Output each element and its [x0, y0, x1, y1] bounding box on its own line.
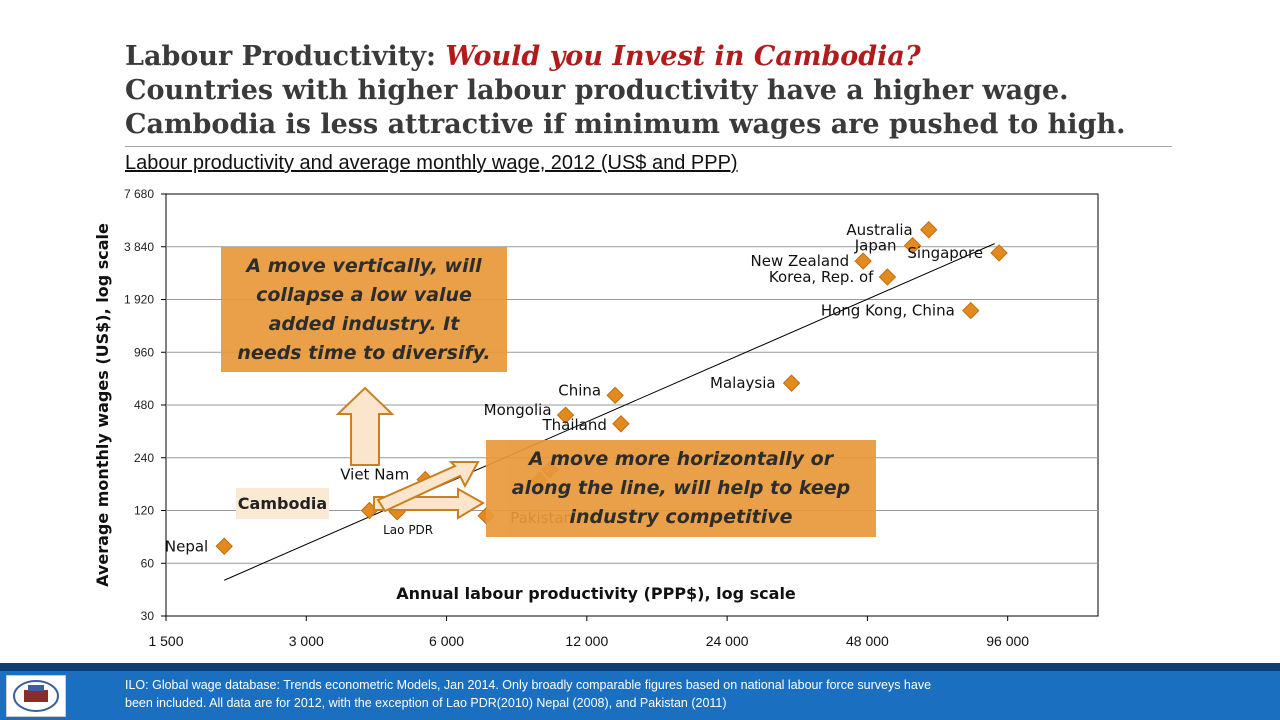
- title-line-1: Labour Productivity: Would you Invest in…: [125, 40, 1185, 74]
- y-tick-label: 240: [134, 451, 154, 465]
- data-point-marker: [606, 386, 624, 405]
- title-prefix: Labour Productivity:: [125, 41, 436, 72]
- cambodia-label: Cambodia: [236, 488, 329, 519]
- data-point-marker: [782, 374, 801, 392]
- source-note: ILO: Global wage database: Trends econom…: [125, 678, 932, 710]
- data-point-label: Viet Nam: [340, 466, 409, 484]
- title-line-3: Cambodia is less attractive if minimum w…: [125, 109, 1126, 140]
- footer-top-stripe: [0, 663, 1280, 671]
- x-tick-label: 6 000: [429, 633, 464, 649]
- data-point-label: New Zealand: [751, 252, 850, 270]
- x-tick-label: 48 000: [846, 633, 889, 649]
- footer-bar: [0, 663, 1280, 720]
- data-point-marker: [215, 537, 233, 555]
- data-point-label: Malaysia: [710, 374, 776, 392]
- y-tick-label: 7 680: [124, 187, 154, 201]
- title-highlight: Would you Invest in Cambodia?: [445, 41, 921, 72]
- title-divider: [125, 146, 1172, 147]
- diagonal-arrow-icon: [376, 461, 480, 513]
- data-point-marker: [854, 252, 872, 270]
- data-point-marker: [903, 236, 922, 255]
- data-point-label: Hong Kong, China: [821, 302, 955, 320]
- y-tick-label: 960: [134, 345, 154, 359]
- data-point-label: Korea, Rep. of: [769, 268, 874, 286]
- data-point-label: Thailand: [541, 416, 606, 434]
- callout-vertical-text: A move vertically, will collapse a low v…: [237, 254, 491, 364]
- data-point-label: Singapore: [907, 244, 983, 262]
- x-tick-label: 96 000: [986, 633, 1029, 649]
- x-tick-label: 1 500: [148, 633, 183, 649]
- data-point-label: China: [558, 381, 601, 399]
- data-point-marker: [878, 268, 897, 286]
- y-tick-label: 480: [134, 398, 154, 412]
- ilo-logo: [6, 675, 66, 717]
- chart-subtitle: Labour productivity and average monthly …: [125, 152, 738, 174]
- slide-title: Labour Productivity: Would you Invest in…: [125, 40, 1185, 142]
- up-arrow-icon: [335, 386, 395, 466]
- trendline: [224, 243, 995, 581]
- x-tick-label: 24 000: [706, 633, 749, 649]
- data-point-label: Mongolia: [484, 401, 552, 419]
- callout-horizontal-text: A move more horizontally or along the li…: [511, 448, 851, 528]
- x-tick-label: 3 000: [289, 633, 324, 649]
- y-tick-label: 3 840: [124, 240, 154, 254]
- x-axis-title: Annual labour productivity (PPP$), log s…: [396, 584, 796, 603]
- data-point-label: Japan: [854, 237, 897, 255]
- data-point-label: Australia: [846, 221, 912, 239]
- data-point-marker: [990, 244, 1008, 262]
- data-point-marker: [962, 301, 980, 320]
- y-tick-label: 60: [141, 556, 155, 570]
- data-point-label: Nepal: [165, 537, 208, 555]
- logo-emblem-icon: [13, 680, 59, 712]
- y-tick-label: 30: [141, 609, 155, 623]
- callout-horizontal-move: A move more horizontally or along the li…: [486, 440, 876, 537]
- y-tick-label: 120: [134, 504, 154, 518]
- x-tick-label: 12 000: [565, 633, 608, 649]
- callout-vertical-move: A move vertically, will collapse a low v…: [221, 247, 507, 372]
- data-point-marker: [920, 221, 938, 239]
- scatter-chart: 30 60 120 240 480 960 1 920 3 840 7 680 1 500 3 00…: [93, 187, 1099, 649]
- y-axis-title: Average monthly wages (US$), log scale: [93, 223, 112, 587]
- title-line-2: Countries with higher labour productivit…: [125, 75, 1069, 106]
- data-point-marker: [556, 406, 575, 424]
- y-tick-label: 1 920: [124, 293, 154, 307]
- data-point-marker: [612, 415, 630, 433]
- data-point-label: Lao PDR: [383, 523, 433, 537]
